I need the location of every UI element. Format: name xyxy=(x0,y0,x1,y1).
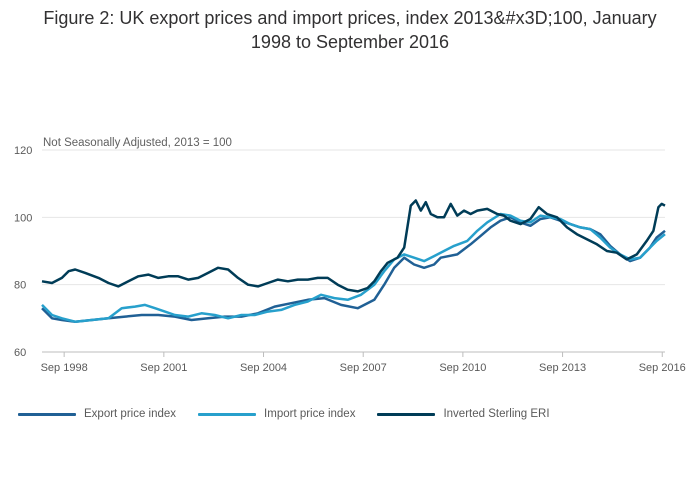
chart-subtitle: Not Seasonally Adjusted, 2013 = 100 xyxy=(43,137,232,149)
x-tick-label: Sep 2004 xyxy=(240,362,287,374)
legend-label: Import price index xyxy=(264,408,356,420)
y-tick-label: 60 xyxy=(14,347,26,359)
legend-swatch xyxy=(18,412,76,416)
legend-item[interactable]: Import price index xyxy=(198,408,355,420)
legend-item[interactable]: Export price index xyxy=(18,408,176,420)
legend-label: Export price index xyxy=(84,408,177,420)
y-tick-label: 100 xyxy=(14,212,32,224)
legend: Export price index Import price index Inve… xyxy=(18,408,572,420)
chart-title: Figure 2: UK export prices and import pr… xyxy=(0,6,700,54)
legend-label: Inverted Sterling ERI xyxy=(443,408,550,420)
legend-swatch xyxy=(377,412,436,416)
y-axis-ticks: 60 80 100 120 xyxy=(14,145,32,359)
x-tick-label: Sep 2013 xyxy=(539,362,586,374)
x-tick-label: Sep 2016 xyxy=(639,362,686,374)
series-line-import-price-index xyxy=(41,212,666,323)
chart-title-line2: 1998 to September 2016 xyxy=(250,32,450,52)
series-lines xyxy=(41,199,666,323)
series-line-inverted-sterling-eri xyxy=(41,199,666,293)
x-axis-ticks: Sep 1998 Sep 2001 Sep 2004 Sep 2007 Sep 2010… xyxy=(41,352,686,374)
x-tick-label: Sep 2007 xyxy=(340,362,387,374)
y-tick-label: 80 xyxy=(14,280,26,292)
legend-swatch xyxy=(198,412,257,416)
gridlines xyxy=(42,149,665,353)
chart-title-line1: Figure 2: UK export prices and import pr… xyxy=(43,8,657,28)
x-tick-label: Sep 1998 xyxy=(41,362,88,374)
x-tick-label: Sep 2010 xyxy=(439,362,486,374)
legend-item[interactable]: Inverted Sterling ERI xyxy=(377,408,550,420)
x-tick-label: Sep 2001 xyxy=(140,362,187,374)
y-tick-label: 120 xyxy=(14,145,32,157)
